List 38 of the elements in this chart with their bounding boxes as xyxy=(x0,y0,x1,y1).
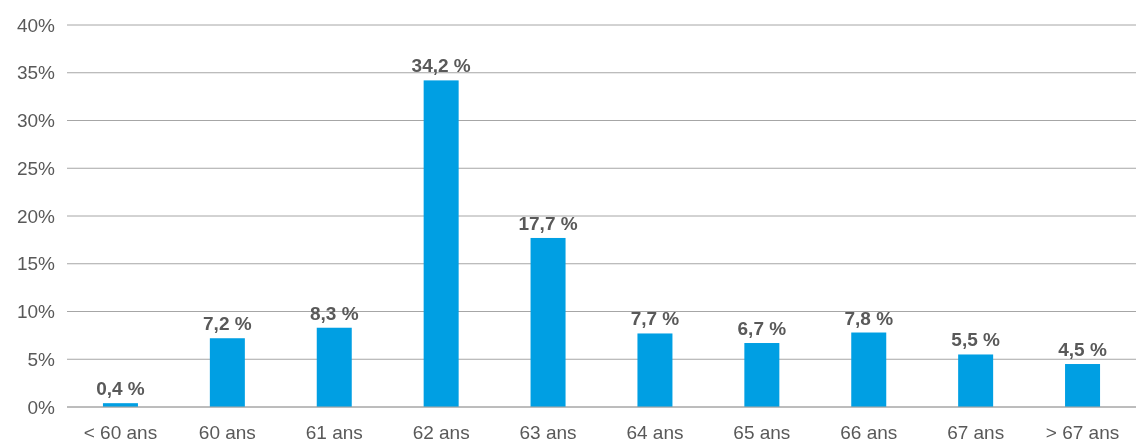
bar xyxy=(637,333,673,407)
y-tick-label: 5% xyxy=(27,348,56,370)
bar xyxy=(316,327,352,407)
x-tick-label: < 60 ans xyxy=(83,422,158,443)
bar xyxy=(744,343,780,407)
y-tick-label: 35% xyxy=(16,62,56,84)
y-tick-label: 20% xyxy=(16,205,56,227)
bar xyxy=(423,80,459,407)
x-tick-label: 61 ans xyxy=(305,422,363,443)
y-tick-label: 0% xyxy=(27,396,56,418)
x-tick-label: > 67 ans xyxy=(1045,422,1120,443)
y-tick-label: 40% xyxy=(16,14,56,36)
x-tick-label: 60 ans xyxy=(198,422,256,443)
bar xyxy=(851,332,887,407)
data-label: 17,7 % xyxy=(518,212,578,234)
x-tick-label: 63 ans xyxy=(519,422,577,443)
data-label: 6,7 % xyxy=(737,318,787,340)
data-label: 34,2 % xyxy=(411,55,471,77)
x-tick-label: 67 ans xyxy=(947,422,1005,443)
x-tick-label: 64 ans xyxy=(626,422,684,443)
data-label: 5,5 % xyxy=(951,329,1001,351)
bar xyxy=(530,237,566,407)
bar xyxy=(1065,364,1101,407)
data-label: 4,5 % xyxy=(1058,339,1107,361)
bar xyxy=(209,338,245,407)
y-tick-label: 25% xyxy=(16,157,56,179)
x-tick-label: 66 ans xyxy=(840,422,898,443)
data-label: 7,2 % xyxy=(203,313,252,335)
y-tick-label: 15% xyxy=(16,253,56,275)
data-label: 7,7 % xyxy=(630,308,680,330)
x-tick-label: 65 ans xyxy=(733,422,791,443)
y-tick-label: 10% xyxy=(16,301,56,323)
y-tick-label: 30% xyxy=(16,110,56,132)
x-tick-label: 62 ans xyxy=(412,422,470,443)
bar xyxy=(958,354,994,407)
data-label: 7,8 % xyxy=(844,307,894,329)
data-label: 8,3 % xyxy=(309,302,359,324)
data-label: 0,4 % xyxy=(96,378,145,400)
